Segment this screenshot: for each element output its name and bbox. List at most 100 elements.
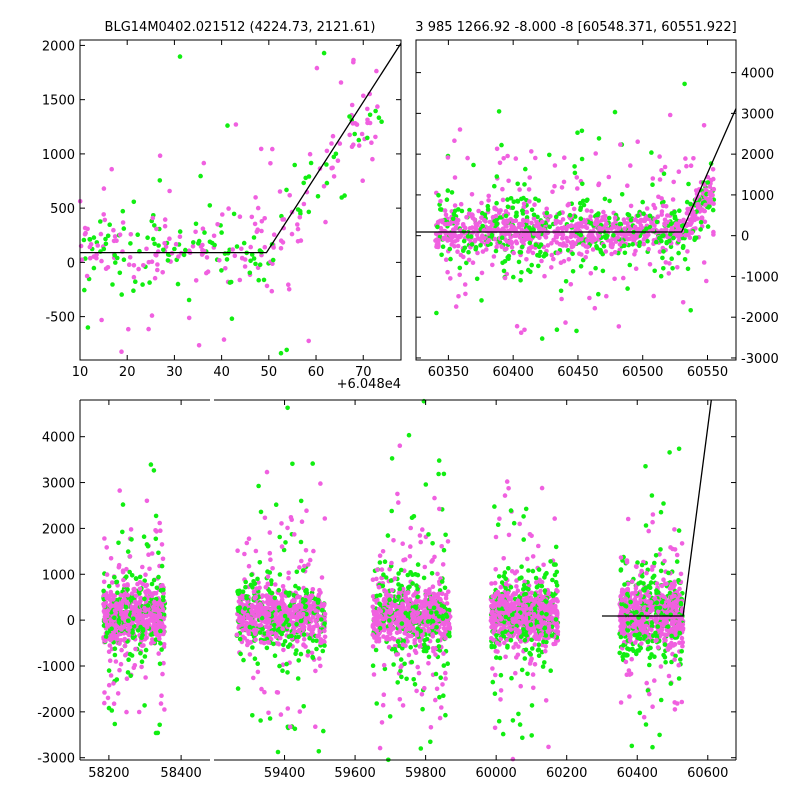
data-point [561,241,566,246]
data-point [404,617,410,623]
data-point [303,548,309,553]
data-point [440,562,446,567]
data-point [401,557,406,563]
data-point [573,241,578,246]
data-point [552,516,557,521]
data-point [524,232,530,238]
data-point [593,151,598,156]
data-point [691,156,696,161]
data-point [154,617,160,623]
data-point [256,277,262,283]
data-point [153,625,159,630]
data-point [127,651,133,657]
data-point [159,563,165,569]
data-point [525,218,530,224]
data-point [433,671,439,677]
data-point [423,609,428,614]
data-point [259,686,264,692]
data-point [517,187,522,192]
data-point [479,298,484,303]
data-point [520,222,526,228]
data-point [558,260,564,266]
data-point [186,315,192,321]
data-point [211,233,217,239]
data-point [437,607,443,612]
data-point [106,668,112,673]
data-point [475,236,481,241]
data-point [603,213,608,219]
data-point [430,541,435,546]
data-point [156,608,161,613]
data-point [426,654,432,660]
data-point [136,266,141,272]
data-point [397,697,403,702]
data-point [510,756,516,762]
data-point [365,106,370,112]
data-point [379,119,384,124]
data-point [633,217,638,222]
data-point [522,327,527,333]
data-point [426,532,431,537]
data-point [263,584,269,590]
data-point [603,249,609,254]
data-point [604,221,609,226]
data-point [207,203,213,208]
data-point [509,245,515,250]
data-point [241,240,247,246]
data-point [242,551,247,557]
data-point [105,612,110,617]
data-point [471,162,476,168]
data-point [152,241,157,247]
data-point [370,577,376,582]
data-point [157,520,162,526]
data-point [161,597,166,603]
data-point [377,560,383,565]
data-point [408,525,414,531]
data-point [505,255,511,260]
data-point [248,244,253,250]
data-point [314,65,320,71]
data-point [251,675,256,681]
data-point [647,213,653,219]
data-point [501,218,507,223]
data-point [590,239,595,244]
data-point [500,197,506,203]
data-point [606,174,612,180]
data-point [255,606,261,612]
data-point [133,603,138,609]
data-point [126,262,132,268]
data-point [580,181,585,187]
data-point [275,615,280,621]
data-point [426,661,431,666]
data-point [351,59,356,65]
data-point [601,243,607,249]
data-point [641,211,646,216]
data-point [373,108,378,114]
data-point [149,581,155,587]
data-point [125,618,131,623]
data-point [594,244,599,249]
data-point [87,244,93,250]
data-point [628,203,634,209]
data-point [347,132,353,138]
data-point [662,222,668,228]
data-point [656,194,661,200]
data-point [394,652,399,657]
data-point [125,582,130,587]
data-point [529,149,534,154]
data-point [290,611,295,616]
data-point [537,226,543,231]
data-point [307,623,312,629]
y-tick-label: 0 [741,230,749,245]
data-point [417,533,423,538]
data-point [555,250,561,256]
data-point [139,619,145,625]
data-point [103,634,109,639]
data-point [117,488,122,493]
data-point [98,231,104,237]
data-point [395,680,401,685]
data-point [495,522,501,527]
data-point [689,230,695,236]
data-point [377,553,383,558]
data-point [250,645,255,650]
